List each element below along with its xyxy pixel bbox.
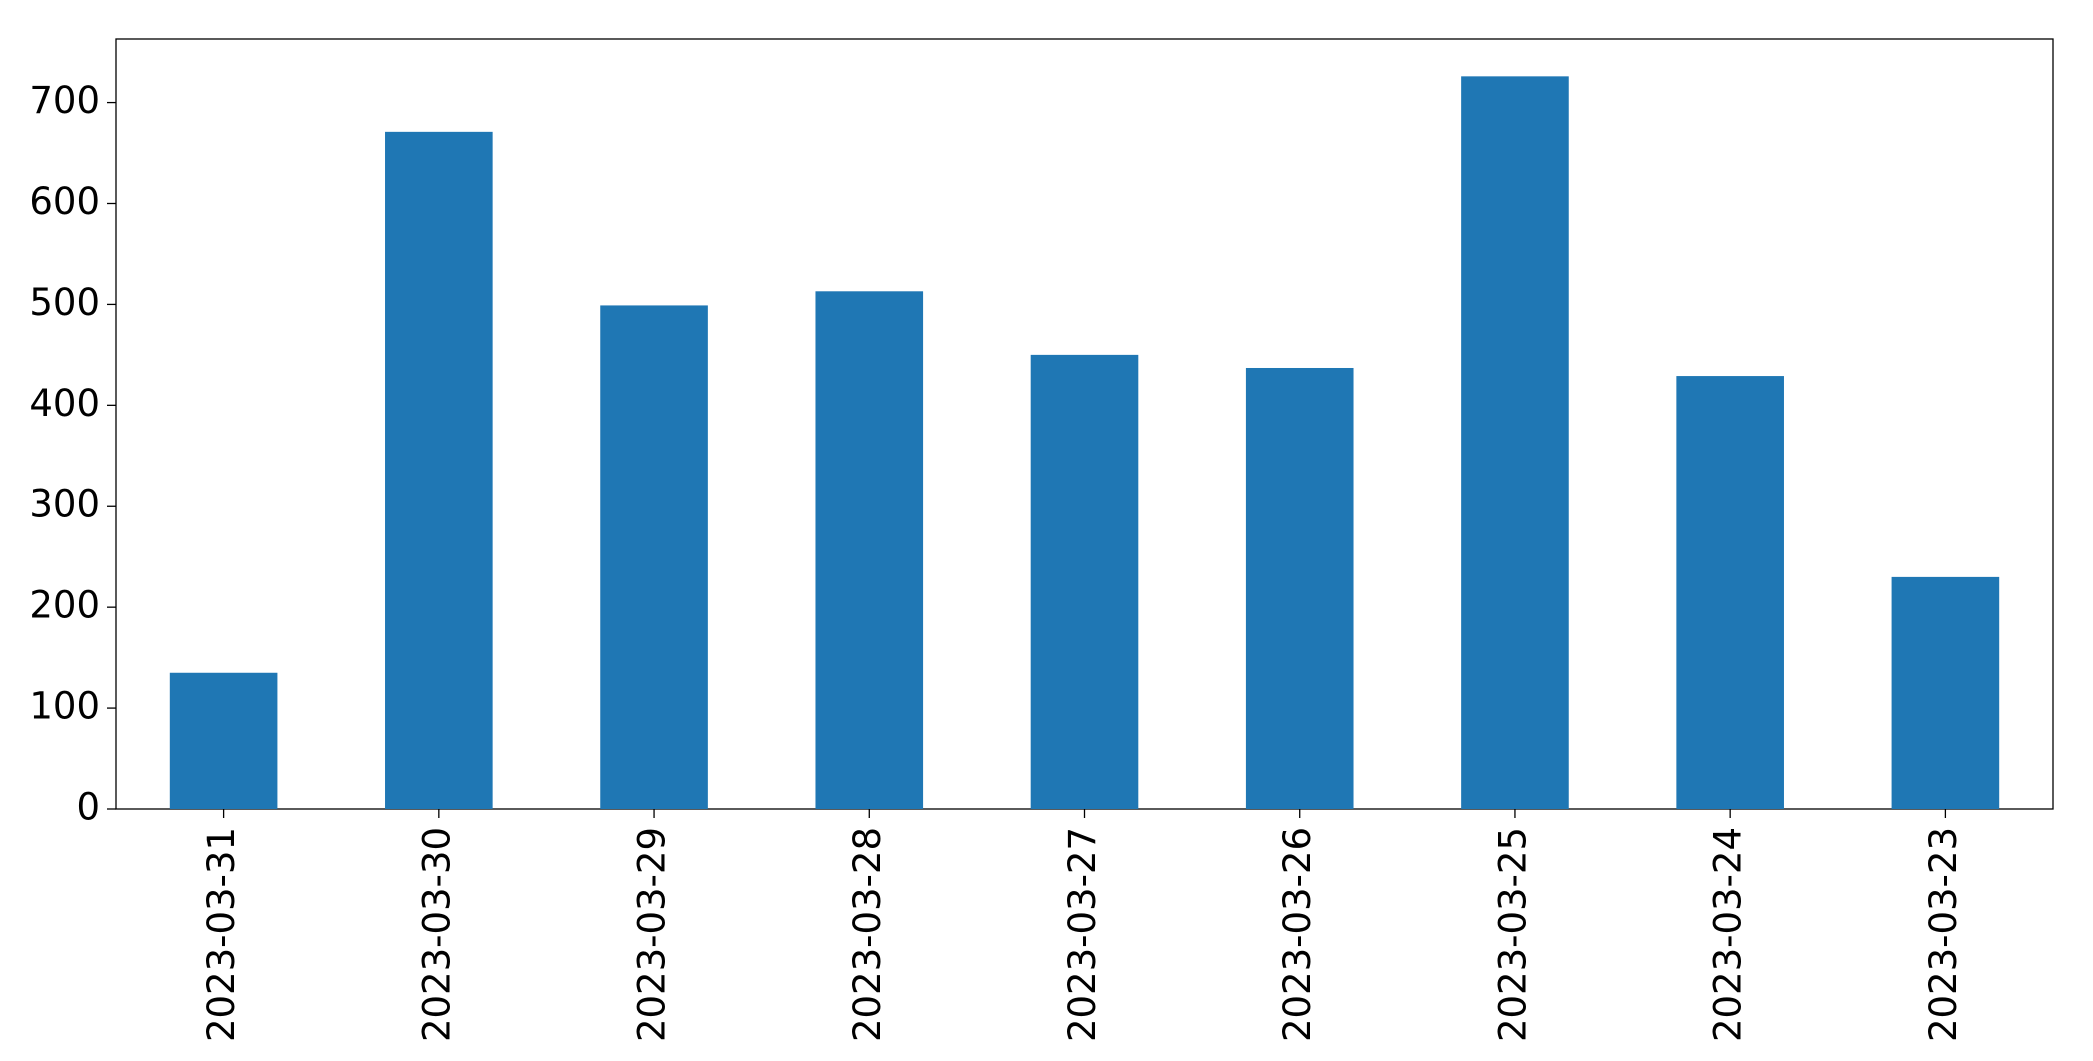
bar bbox=[815, 291, 924, 809]
x-tick-label: 2023-03-30 bbox=[415, 827, 458, 1042]
bar bbox=[1245, 367, 1354, 809]
bar bbox=[1030, 354, 1139, 809]
bar bbox=[169, 672, 278, 809]
bar bbox=[1676, 376, 1784, 809]
x-tick-label: 2023-03-28 bbox=[846, 827, 889, 1042]
y-tick-label: 100 bbox=[29, 685, 100, 728]
bar bbox=[1461, 76, 1569, 809]
x-tick-label: 2023-03-26 bbox=[1276, 827, 1319, 1042]
x-tick-label: 2023-03-29 bbox=[631, 827, 674, 1042]
bar bbox=[1891, 576, 2000, 809]
bar bbox=[385, 131, 493, 809]
y-tick-label: 700 bbox=[29, 79, 100, 122]
y-tick-label: 500 bbox=[29, 281, 100, 324]
x-tick-label: 2023-03-25 bbox=[1491, 827, 1534, 1042]
y-tick-label: 600 bbox=[29, 180, 100, 223]
x-tick-label: 2023-03-24 bbox=[1707, 827, 1750, 1042]
x-tick-label: 2023-03-23 bbox=[1922, 827, 1965, 1042]
x-tick-label: 2023-03-31 bbox=[200, 827, 243, 1042]
y-tick-label: 0 bbox=[76, 786, 100, 829]
y-tick-label: 200 bbox=[29, 584, 100, 627]
bar bbox=[600, 305, 708, 809]
x-tick-label: 2023-03-27 bbox=[1061, 827, 1104, 1042]
y-tick-label: 300 bbox=[29, 483, 100, 526]
y-tick-label: 400 bbox=[29, 382, 100, 425]
